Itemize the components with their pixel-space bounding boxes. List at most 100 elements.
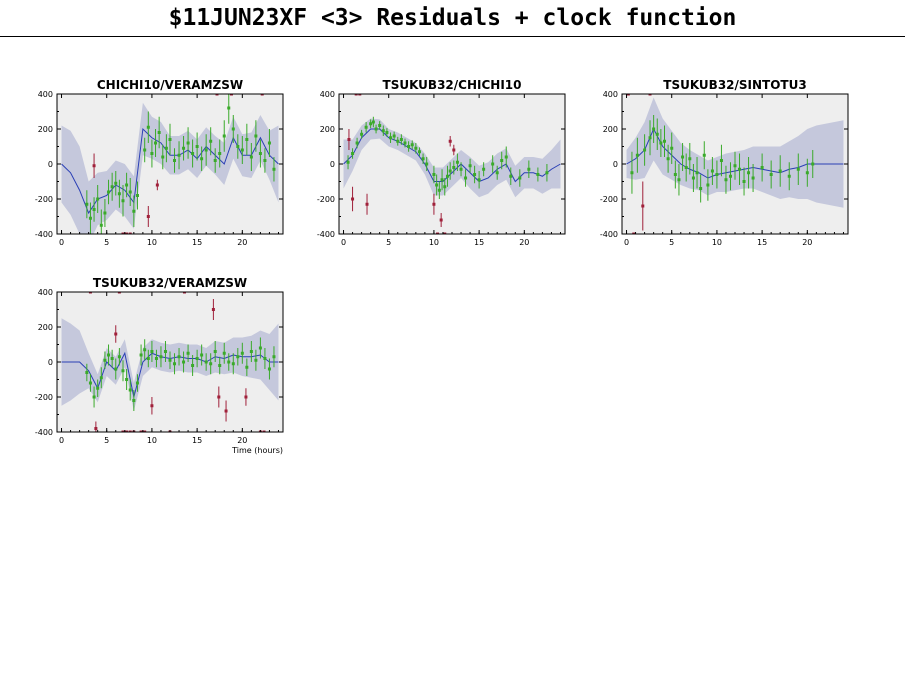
x-tick-label: 20 [237, 436, 247, 445]
flagged-residual-marker [262, 430, 266, 432]
residual-point [518, 169, 522, 187]
residual-marker [168, 358, 172, 362]
residual-marker [204, 148, 208, 152]
residual-point [796, 153, 800, 185]
residual-point [378, 121, 382, 130]
residual-marker [482, 167, 486, 171]
residual-marker [254, 134, 258, 138]
flagged-residual-point [143, 430, 147, 432]
residual-point [414, 143, 418, 154]
residual-marker [643, 148, 647, 152]
residual-marker [213, 159, 217, 162]
residual-point [125, 369, 129, 390]
residual-marker [407, 145, 411, 148]
residual-point [146, 111, 150, 143]
residual-marker [182, 360, 186, 364]
residual-point [769, 160, 773, 189]
flagged-residual-point [354, 94, 358, 96]
residual-point [143, 137, 147, 163]
residual-marker [191, 364, 195, 367]
residual-point [811, 150, 815, 178]
x-tick-label: 10 [147, 238, 157, 247]
flagged-residual-marker [632, 232, 636, 234]
residual-point [150, 139, 154, 168]
flagged-residual-marker [182, 292, 186, 294]
panel-title: TSUKUB32/SINTOTU3 [663, 78, 806, 92]
residual-point [448, 162, 452, 180]
residual-point [222, 120, 226, 152]
residual-marker [146, 125, 150, 129]
residual-marker [107, 353, 111, 357]
residual-marker [154, 357, 158, 360]
residual-marker [186, 141, 190, 145]
flagged-residual-marker [358, 94, 362, 96]
residual-marker [396, 139, 400, 143]
residual-point [360, 129, 364, 139]
residual-marker [392, 134, 396, 138]
residual-marker [677, 178, 681, 182]
residual-point [245, 358, 249, 376]
residual-point [146, 349, 150, 368]
flagged-residual-point [260, 94, 264, 96]
residual-marker [213, 350, 217, 353]
residual-point [240, 136, 244, 164]
flagged-residual-marker [260, 94, 264, 96]
y-tick-label: 0 [48, 160, 53, 169]
residual-marker [536, 173, 540, 176]
residual-marker [245, 365, 249, 369]
x-tick-label: 10 [429, 238, 439, 247]
residual-point [399, 134, 403, 145]
residual-point [236, 348, 240, 366]
residual-marker [455, 160, 459, 164]
residual-marker [710, 169, 714, 173]
page-title: $11JUN23XF <3> Residuals + clock functio… [168, 5, 737, 31]
residual-marker [381, 129, 385, 133]
residual-marker [150, 152, 154, 155]
residual-marker [263, 159, 267, 162]
residual-marker [154, 141, 158, 145]
flagged-residual-point [224, 400, 228, 422]
residual-point [738, 153, 742, 185]
residual-point [477, 171, 481, 189]
flagged-residual-marker [351, 197, 355, 201]
residual-marker [236, 355, 240, 359]
residual-marker [445, 174, 449, 178]
flagged-residual-point [358, 94, 362, 96]
residual-point [432, 165, 436, 184]
residual-marker [778, 169, 782, 173]
residual-point [107, 179, 111, 205]
residual-point [88, 374, 92, 392]
residual-marker [267, 367, 271, 371]
residual-marker [421, 157, 425, 161]
y-tick-label: 200 [320, 125, 335, 134]
flagged-residual-point [150, 397, 154, 415]
flagged-residual-point [262, 430, 266, 432]
residual-point [195, 132, 199, 161]
residual-point [173, 353, 177, 375]
residual-point [164, 134, 168, 163]
flagged-residual-marker [121, 232, 125, 234]
residual-marker [99, 376, 103, 380]
residual-point [191, 355, 195, 376]
residual-point [643, 134, 647, 166]
residual-point [128, 379, 132, 401]
residual-marker [168, 138, 172, 141]
residual-marker [509, 174, 513, 178]
flagged-residual-marker [436, 232, 440, 234]
residual-point [99, 367, 103, 389]
residual-point [85, 363, 89, 382]
residual-marker [92, 208, 96, 211]
flagged-residual-marker [125, 430, 129, 432]
residual-marker [272, 355, 276, 359]
residual-marker [99, 223, 103, 227]
flagged-residual-point [244, 388, 248, 406]
residual-point [688, 143, 692, 175]
residual-point [440, 169, 444, 191]
residual-point [204, 353, 208, 371]
flagged-residual-marker [128, 430, 132, 432]
residual-point [751, 164, 755, 192]
panel-title: TSUKUB32/CHICHI10 [383, 78, 522, 92]
flagged-residual-point [155, 179, 159, 191]
residual-point [114, 358, 118, 380]
